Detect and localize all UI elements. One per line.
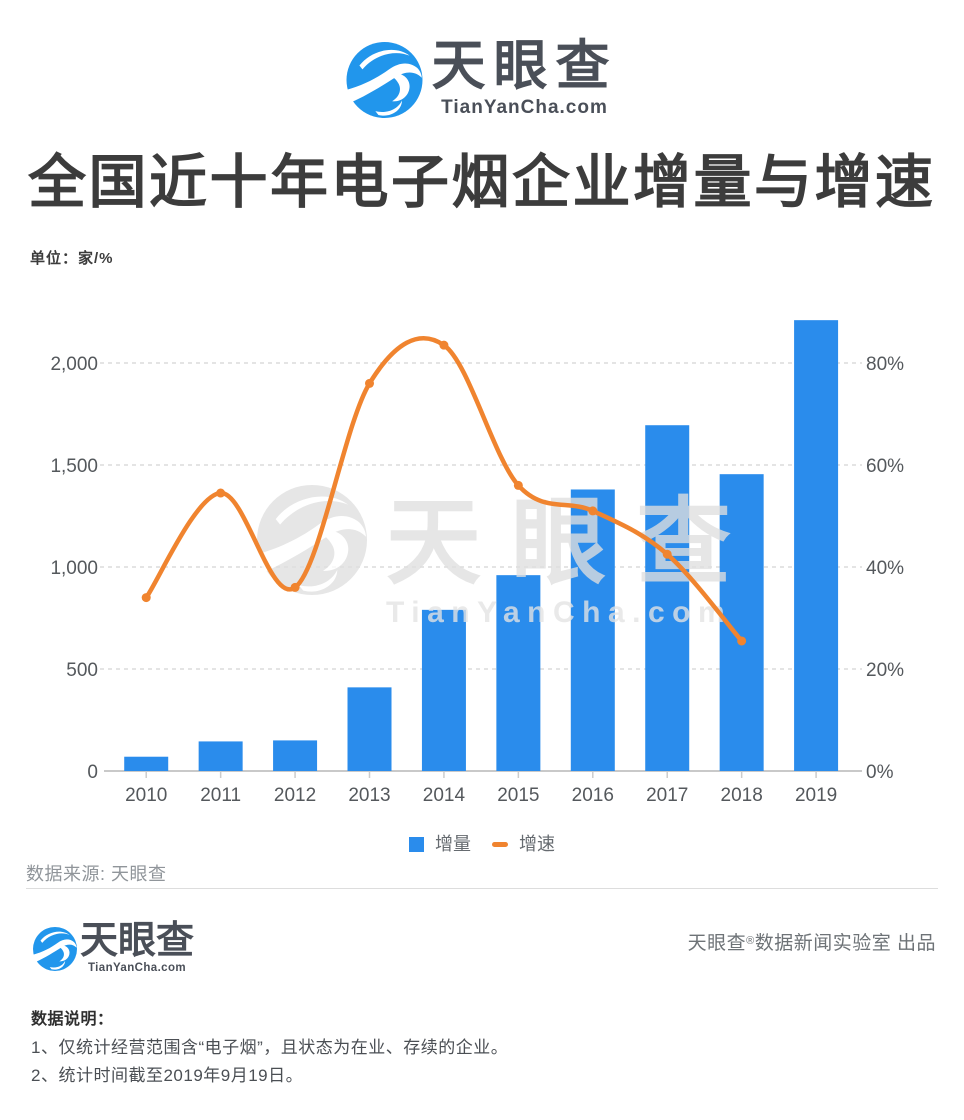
x-axis-label: 2016 — [572, 785, 614, 806]
page-title: 全国近十年电子烟企业增量与增速 — [28, 150, 936, 215]
note-line-2: 2、统计时间截至2019年9月19日。 — [31, 1066, 304, 1085]
brand-name: 天眼查 — [431, 36, 618, 96]
bar-series-label: 增量 — [435, 834, 471, 854]
bar-line-chart: 0 0% 500 20% 1,000 40% 1,500 60% 2,000 80% 2010 201… — [50, 320, 904, 806]
x-axis-label: 2014 — [423, 785, 466, 806]
right-axis-tick-label: 0% — [866, 762, 894, 783]
note-line-1: 1、仅统计经营范围含“电子烟”，且状态为在业、存续的企业。 — [31, 1038, 509, 1057]
brand-domain: TianYanCha.com — [441, 97, 608, 118]
legend-item-line: 增速 — [492, 835, 555, 853]
notes-heading: 数据说明： — [31, 1011, 114, 1028]
line-marker — [737, 636, 747, 646]
x-axis-label: 2010 — [125, 785, 167, 806]
line-marker — [588, 506, 598, 516]
line-marker — [216, 488, 226, 498]
credit-text: 数据新闻实验室 出品 — [754, 933, 936, 954]
bar-2010 — [124, 756, 169, 771]
bar-2019 — [794, 320, 839, 771]
bar-2014 — [421, 609, 466, 771]
right-axis-tick-label: 20% — [866, 660, 904, 681]
tianyancha-logo-icon — [347, 42, 423, 118]
credit-brand: 天眼查 — [687, 933, 747, 954]
line-marker — [141, 593, 151, 603]
line-series-label: 增速 — [519, 834, 555, 854]
x-axis-label: 2013 — [348, 785, 390, 806]
header-brand: 天眼查 TianYanCha.com — [347, 36, 618, 119]
left-axis-tick-label: 0 — [87, 762, 98, 783]
bar-2012 — [273, 740, 318, 771]
line-marker — [290, 582, 300, 592]
chart-legend: 增量 增速 — [0, 835, 964, 853]
footer-brand-text: 天眼查 TianYanCha.com — [80, 920, 195, 974]
x-axis-label: 2015 — [497, 785, 539, 806]
credit-label: 天眼查®数据新闻实验室 出品 — [688, 928, 936, 955]
right-axis-tick-label: 60% — [866, 456, 904, 477]
line-marker — [439, 340, 449, 350]
x-axis-label: 2019 — [795, 785, 837, 806]
bar-2013 — [347, 687, 392, 771]
legend-item-bar: 增量 — [409, 835, 471, 853]
registered-mark: ® — [746, 935, 755, 947]
line-marker — [365, 378, 375, 388]
x-axis-label: 2011 — [200, 785, 241, 806]
footer-brand-domain: TianYanCha.com — [87, 962, 187, 974]
x-axis-label: 2012 — [274, 785, 316, 806]
tianyancha-logo-icon-small — [33, 927, 77, 971]
left-axis-tick-label: 2,000 — [50, 354, 98, 375]
bar-series-swatch — [409, 836, 424, 852]
header-brand-text: 天眼查 TianYanCha.com — [431, 36, 618, 119]
bar-2015 — [496, 575, 541, 771]
x-axis-label: 2017 — [646, 785, 688, 806]
right-axis-tick-label: 40% — [866, 558, 904, 579]
bar-2011 — [198, 741, 243, 771]
line-marker — [513, 480, 523, 490]
growth-rate-line — [143, 335, 744, 644]
unit-label: 单位：家/% — [30, 250, 114, 267]
line-series-swatch — [492, 841, 508, 847]
footer-brand: 天眼查 TianYanCha.com — [33, 920, 195, 974]
bar-2017 — [645, 425, 690, 771]
watermark-brand-domain: TianYanCha.com — [386, 596, 732, 629]
data-source-label: 数据来源: 天眼查 — [26, 864, 167, 884]
line-marker — [662, 549, 672, 559]
divider-line — [26, 888, 938, 889]
left-axis-tick-label: 1,500 — [50, 456, 98, 477]
bar-2016 — [570, 489, 615, 771]
watermark-brand-name: 天眼查 — [386, 490, 761, 596]
footer-brand-name: 天眼查 — [80, 920, 195, 962]
x-axis-label: 2018 — [721, 785, 763, 806]
left-axis-tick-label: 1,000 — [50, 558, 98, 579]
right-axis-tick-label: 80% — [866, 354, 904, 375]
left-axis-tick-label: 500 — [66, 660, 98, 681]
